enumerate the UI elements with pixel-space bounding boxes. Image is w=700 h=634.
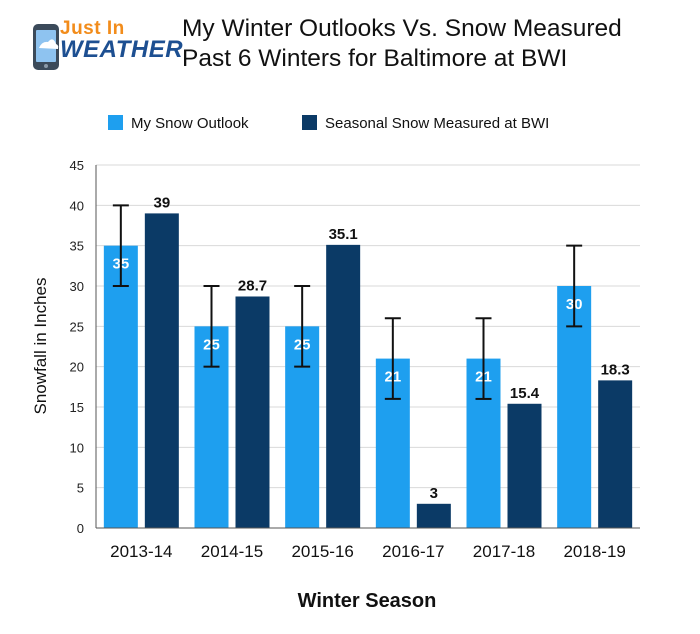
x-tick-label: 2014-15: [201, 542, 263, 561]
error-bar: [475, 317, 492, 400]
x-axis: 2013-14 2014-15 2015-16 2016-17 2017-18 2018-…: [96, 527, 640, 561]
x-tick-label: 2018-19: [563, 542, 625, 561]
error-bar: [294, 285, 311, 368]
data-label-measured: 15.4: [510, 385, 540, 402]
bar-measured: [235, 296, 270, 528]
bar-measured: [416, 503, 451, 528]
logo-line2: WEATHER: [60, 36, 184, 63]
x-tick-label: 2016-17: [382, 542, 444, 561]
logo-line1: Just In: [60, 18, 125, 39]
y-axis-label: Snowfall in Inches: [31, 277, 50, 414]
y-tick-label: 45: [70, 158, 84, 173]
x-tick-label: 2013-14: [110, 542, 172, 561]
error-bar: [203, 285, 220, 368]
y-tick-label: 0: [77, 521, 84, 536]
legend-label: Seasonal Snow Measured at BWI: [325, 115, 549, 132]
y-tick-label: 5: [77, 481, 84, 496]
y-tick-label: 35: [70, 239, 84, 254]
bar-measured: [144, 213, 179, 528]
data-label-measured: 3: [430, 485, 438, 502]
y-tick-label: 10: [70, 440, 84, 455]
x-axis-label: Winter Season: [298, 590, 437, 612]
x-tick-label: 2017-18: [473, 542, 535, 561]
error-bar: [566, 244, 583, 328]
bar-measured: [507, 403, 542, 528]
bar-measured: [598, 380, 633, 528]
y-tick-label: 40: [70, 198, 84, 213]
x-tick-label: 2015-16: [291, 542, 353, 561]
data-label-measured: 18.3: [601, 361, 630, 378]
chart-title-line1: My Winter Outlooks Vs. Snow Measured: [182, 15, 622, 42]
y-tick-label: 20: [70, 360, 84, 375]
error-bar: [112, 204, 129, 287]
chart-title-line2: Past 6 Winters for Baltimore at BWI: [182, 45, 568, 72]
y-tick-label: 15: [70, 400, 84, 415]
data-label-measured: 39: [153, 194, 170, 211]
bar-outlook: [103, 245, 138, 528]
legend-label: My Snow Outlook: [131, 115, 249, 132]
legend-swatch: [108, 115, 123, 130]
y-axis: 0 5 10 15 20 25 30 35 40 45: [70, 158, 97, 536]
chart-title: My Winter Outlooks Vs. Snow Measured Pas…: [182, 14, 692, 74]
legend-swatch: [302, 115, 317, 130]
y-tick-label: 30: [70, 279, 84, 294]
legend: My Snow Outlook Seasonal Snow Measured at…: [108, 115, 549, 132]
y-tick-label: 25: [70, 319, 84, 334]
logo: Just In WEATHER: [30, 18, 184, 78]
data-label-measured: 35.1: [329, 226, 358, 243]
error-bar: [384, 317, 401, 400]
data-label-measured: 28.7: [238, 277, 267, 294]
phone-icon: [33, 24, 59, 70]
bar-measured: [326, 244, 361, 529]
